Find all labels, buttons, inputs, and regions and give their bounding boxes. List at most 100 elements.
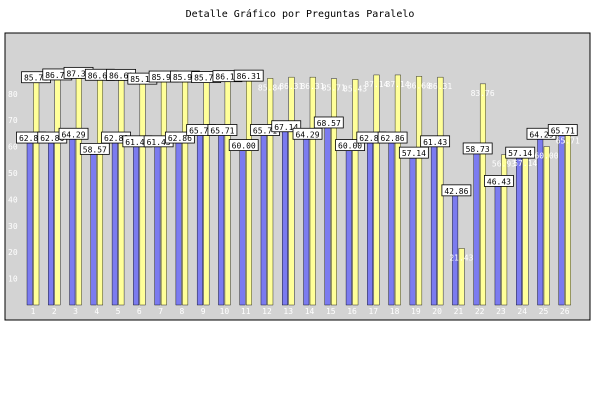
- bar-series2: [352, 79, 359, 306]
- x-tick-label: 10: [220, 307, 230, 316]
- y-tick-label: 20: [8, 248, 18, 257]
- bar-series2: [331, 78, 337, 306]
- x-tick-label: 24: [517, 307, 527, 316]
- bar-series2: [501, 154, 508, 306]
- x-tick-label: 6: [137, 307, 142, 316]
- value-label: 64.29: [295, 130, 319, 139]
- value-label: 57.14: [402, 149, 426, 158]
- value-label: 57.14: [508, 149, 532, 158]
- bar-series2: [75, 74, 82, 306]
- value-label: 61.43: [147, 138, 171, 147]
- bar-series1: [345, 146, 352, 306]
- bar-series2: [479, 83, 486, 306]
- x-tick-label: 8: [179, 307, 184, 316]
- bar-series1: [516, 153, 522, 306]
- value-label-box: [58, 127, 89, 140]
- value-label: 85.18: [130, 75, 154, 84]
- value-label: 62.86: [359, 134, 383, 143]
- value-label: 68.57: [317, 119, 341, 128]
- bar-series2: [33, 78, 40, 306]
- y-tick-label: 60: [8, 143, 18, 152]
- x-tick-label: 17: [368, 307, 378, 316]
- value-label: 58.57: [83, 145, 107, 154]
- value-label: 87.14: [386, 80, 410, 89]
- value-label-box: [398, 146, 429, 159]
- bar-series1: [260, 131, 267, 306]
- x-tick-label: 11: [241, 307, 251, 316]
- value-label: 86.31: [300, 82, 324, 91]
- bar-series1: [282, 127, 288, 306]
- value-label: 62.86: [104, 134, 128, 143]
- x-tick-label: 12: [262, 307, 272, 316]
- bar-series1: [303, 135, 310, 306]
- x-tick-label: 15: [326, 307, 336, 316]
- x-tick-label: 26: [560, 307, 570, 316]
- value-label: 64.29: [61, 130, 85, 139]
- value-label: 61.43: [125, 138, 149, 147]
- x-tick-label: 1: [31, 307, 36, 316]
- value-label: 85.76: [194, 74, 218, 83]
- bar-series1: [388, 138, 395, 306]
- bar-series2: [522, 153, 529, 306]
- bar-series2: [416, 76, 423, 306]
- x-tick-label: 13: [283, 307, 293, 316]
- y-tick-label: 80: [8, 90, 18, 99]
- value-label: 86.31: [279, 82, 303, 91]
- value-label: 46.43: [487, 177, 511, 186]
- value-label: 62.86: [40, 134, 64, 143]
- value-label: 85.71: [24, 74, 48, 83]
- value-label: 58.73: [466, 145, 490, 154]
- y-tick-label: 50: [8, 169, 18, 178]
- value-label: 85.97: [173, 73, 197, 82]
- value-label-box: [462, 142, 493, 155]
- value-label-box: [547, 124, 578, 136]
- value-label: 87.36: [66, 69, 90, 78]
- x-tick-label: 5: [116, 307, 121, 316]
- x-tick-label: 16: [347, 307, 357, 316]
- x-tick-label: 21: [454, 307, 464, 316]
- bar-series2: [224, 77, 231, 306]
- value-label: 83.76: [471, 89, 495, 98]
- value-label: 60.00: [534, 152, 558, 161]
- bar-series1: [133, 142, 140, 306]
- y-tick-label: 30: [8, 222, 18, 231]
- value-label: 65.71: [189, 127, 213, 136]
- x-tick-label: 25: [539, 307, 549, 316]
- bar-series1: [239, 146, 246, 306]
- value-label: 86.11: [215, 73, 239, 82]
- bar-series2: [139, 79, 146, 306]
- value-label: 60.00: [338, 142, 362, 151]
- value-label: 67.14: [274, 123, 298, 132]
- value-label-box: [420, 135, 451, 148]
- bar-series1: [324, 123, 331, 306]
- bar-series2: [309, 76, 316, 306]
- bar-series2: [267, 78, 274, 306]
- x-tick-label: 23: [496, 307, 506, 316]
- value-label-box: [271, 120, 302, 133]
- bar-series1: [111, 138, 118, 306]
- x-tick-label: 2: [52, 307, 57, 316]
- x-tick-label: 9: [201, 307, 206, 316]
- value-label: 86.76: [45, 71, 69, 80]
- bar-series2: [288, 76, 295, 306]
- bar-series1: [473, 149, 480, 306]
- x-tick-label: 7: [158, 307, 163, 316]
- value-label: 42.86: [444, 187, 468, 196]
- value-label: 86.60: [109, 71, 133, 80]
- x-tick-label: 4: [94, 307, 99, 316]
- value-label-box: [228, 139, 259, 152]
- value-label: 65.71: [210, 127, 234, 136]
- value-label: 64.29: [529, 130, 553, 139]
- value-label: 62.86: [381, 134, 405, 143]
- value-label: 57.14: [513, 159, 537, 168]
- value-label: 85.97: [152, 73, 176, 82]
- bar-series2: [565, 131, 571, 306]
- y-tick-label: 40: [8, 195, 18, 204]
- value-label: 85.84: [258, 83, 282, 92]
- value-label: 65.71: [551, 127, 575, 136]
- bar-series2: [118, 76, 125, 306]
- bar-series1: [367, 138, 374, 306]
- bar-series1: [196, 131, 203, 306]
- bar-series2: [97, 76, 104, 306]
- value-label: 21.43: [449, 253, 473, 262]
